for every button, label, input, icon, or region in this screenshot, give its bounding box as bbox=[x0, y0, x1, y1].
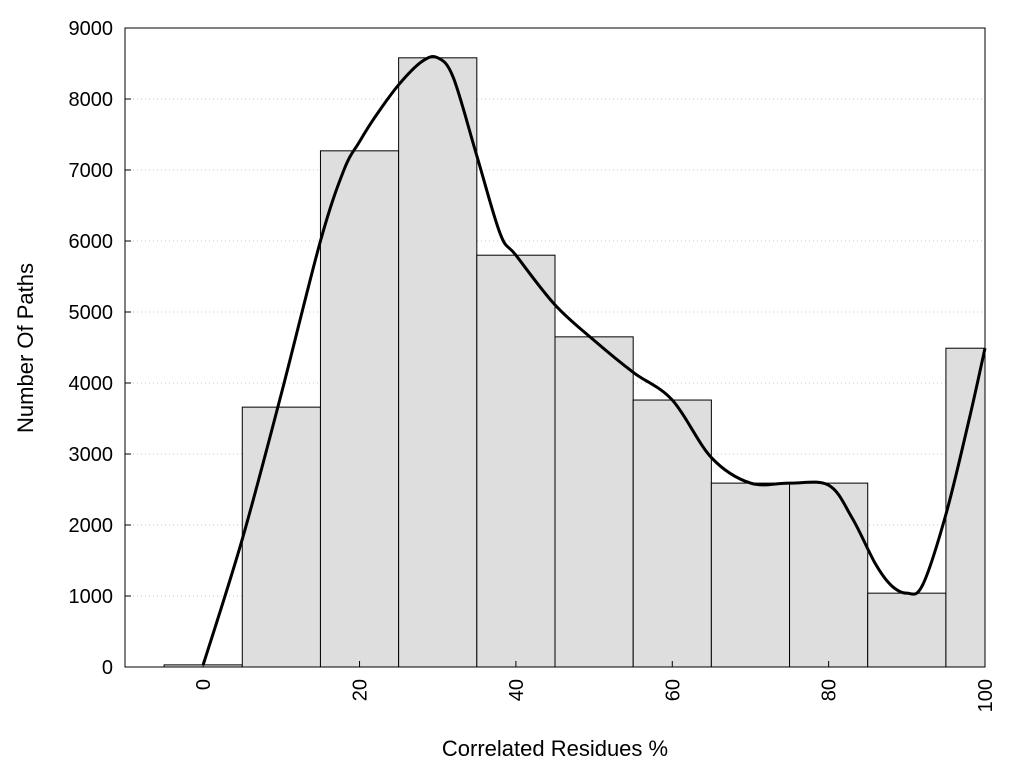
bar bbox=[867, 592, 947, 668]
bar bbox=[789, 482, 869, 668]
x-tick-label: 100 bbox=[975, 679, 997, 712]
y-axis-ticks: 0 1000 2000 3000 4000 5000 6000 7000 8000 9000 bbox=[69, 18, 131, 679]
y-tick-label: 9000 bbox=[69, 18, 114, 40]
bar bbox=[241, 406, 321, 668]
bar bbox=[554, 336, 634, 668]
y-axis-label: Number Of Paths bbox=[13, 263, 38, 433]
trend-curve bbox=[201, 55, 987, 666]
y-tick-label: 4000 bbox=[69, 373, 114, 395]
x-tick-label: 0 bbox=[193, 679, 215, 690]
x-tick-label: 60 bbox=[662, 679, 684, 701]
bar bbox=[319, 150, 400, 668]
y-tick-label: 2000 bbox=[69, 515, 114, 537]
y-tick-label: 0 bbox=[102, 657, 113, 679]
bar bbox=[476, 254, 556, 668]
plot-frame bbox=[124, 27, 986, 668]
x-tick-label: 40 bbox=[506, 679, 528, 701]
x-axis-ticks: 0 20 40 60 80 100 bbox=[193, 661, 997, 712]
x-tick-label: 20 bbox=[350, 679, 372, 701]
y-tick-label: 6000 bbox=[69, 231, 114, 253]
bar bbox=[632, 399, 712, 668]
curve-line bbox=[201, 55, 987, 666]
x-axis-label: Correlated Residues % bbox=[442, 736, 668, 761]
x-tick-label: 80 bbox=[819, 679, 841, 701]
y-tick-label: 8000 bbox=[69, 89, 114, 111]
y-tick-label: 3000 bbox=[69, 444, 114, 466]
y-tick-label: 7000 bbox=[69, 160, 114, 182]
bar bbox=[398, 57, 478, 668]
bars bbox=[163, 57, 986, 668]
bar bbox=[710, 482, 791, 668]
y-tick-label: 1000 bbox=[69, 586, 114, 608]
y-tick-label: 5000 bbox=[69, 302, 114, 324]
bar bbox=[945, 347, 986, 668]
